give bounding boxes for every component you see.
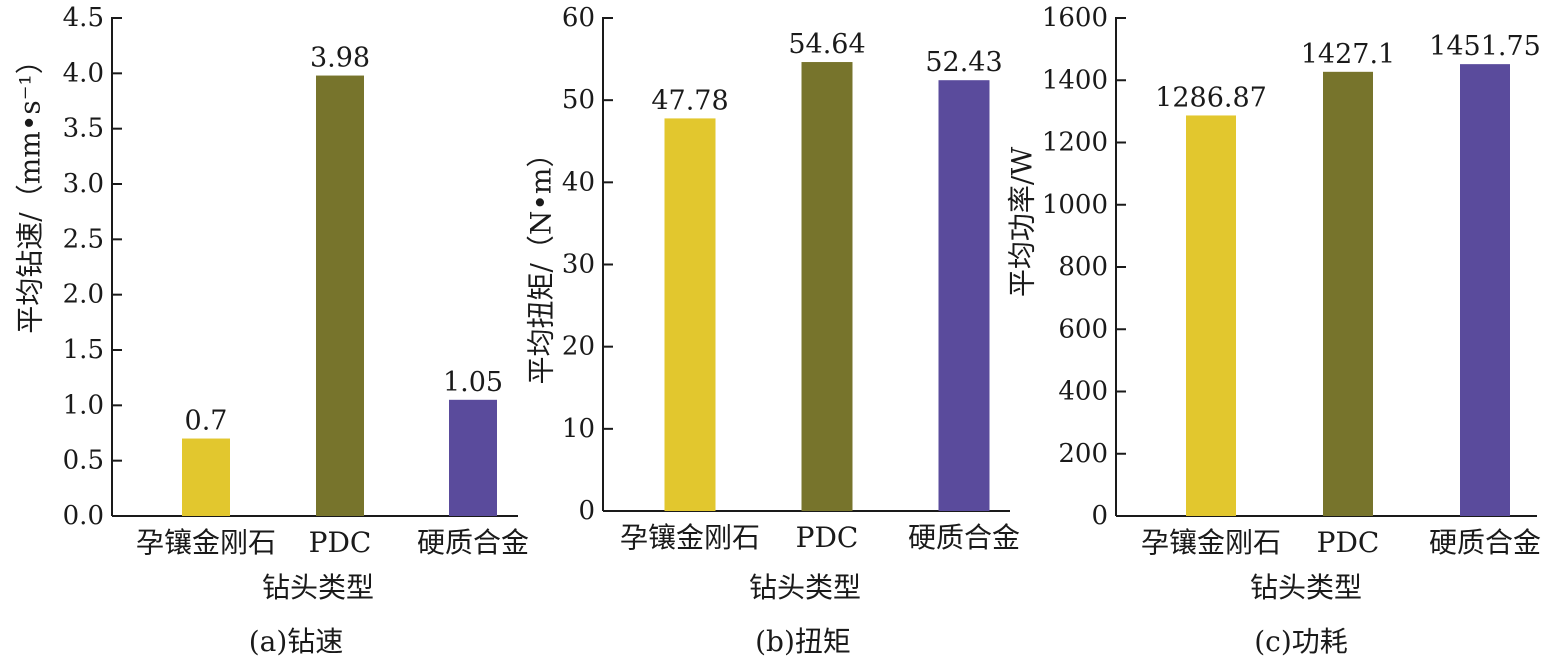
bar	[316, 75, 364, 517]
y-tick-label: 4.0	[63, 58, 104, 88]
y-tick-label: 3.5	[63, 114, 104, 144]
y-tick-label: 400	[1058, 377, 1108, 407]
x-category-label: 硬质合金	[908, 521, 1020, 554]
bar-value-label: 47.78	[651, 85, 728, 116]
bar	[1186, 115, 1236, 516]
bar-value-label: 1286.87	[1155, 82, 1267, 113]
x-category-label: 硬质合金	[1429, 526, 1541, 559]
bar-value-label: 54.64	[788, 29, 865, 60]
bar	[938, 80, 990, 511]
panel-torque: 0 10 20 30 40 50 60 47.78 孕镶金刚石 54.64 PDC 52.43 硬质合金…	[525, 3, 1021, 658]
panel-drilling-speed: 0.0 0.5 1.0 1.5 2.0 2.5 3.0 3.5 4.0 4.5 0.7 孕镶金刚石 3.…	[14, 3, 530, 658]
y-tick-label: 1400	[1042, 65, 1108, 95]
x-category-label: 孕镶金刚石	[136, 526, 276, 559]
bar	[801, 62, 853, 512]
y-tick-label: 1200	[1042, 128, 1108, 158]
panel-caption: (a)钻速	[249, 625, 344, 658]
x-category-label: PDC	[309, 526, 372, 559]
y-tick-label: 0.0	[63, 501, 104, 531]
y-tick-label: 1600	[1042, 3, 1108, 33]
x-axis-title: 钻头类型	[262, 571, 374, 604]
y-tick-label: 60	[562, 3, 595, 33]
x-category-label: 孕镶金刚石	[620, 521, 760, 554]
y-tick-label: 1.5	[63, 335, 104, 365]
y-tick-label: 200	[1058, 439, 1108, 469]
y-tick-label: 800	[1058, 252, 1108, 282]
y-tick-label: 20	[562, 332, 595, 362]
bar-value-label: 3.98	[310, 43, 370, 74]
y-axis-title: 平均功率/W	[1006, 147, 1039, 297]
panel-caption: (c)功耗	[1254, 625, 1348, 658]
y-tick-label: 40	[562, 167, 595, 197]
x-category-label: PDC	[796, 521, 859, 554]
x-category-label: PDC	[1317, 526, 1380, 559]
bar	[664, 118, 716, 512]
y-tick-label: 2.0	[63, 280, 104, 310]
y-tick-label: 30	[562, 250, 595, 280]
y-tick-label: 0.5	[63, 446, 104, 476]
x-axis-title: 钻头类型	[1250, 571, 1362, 604]
x-category-label: 孕镶金刚石	[1141, 526, 1281, 559]
y-tick-label: 0	[1091, 501, 1108, 531]
y-tick-label: 1000	[1042, 190, 1108, 220]
y-axis-title: 平均钻速/（mm•s⁻¹）	[14, 46, 47, 333]
bar-value-label: 52.43	[925, 47, 1002, 78]
y-tick-label: 4.5	[63, 3, 104, 33]
x-category-label: 硬质合金	[417, 526, 529, 559]
y-tick-label: 3.0	[63, 169, 104, 199]
y-tick-label: 0	[578, 496, 595, 526]
y-axis-title: 平均扭矩/（N•m）	[525, 139, 558, 384]
y-tick-label: 600	[1058, 314, 1108, 344]
y-tick-label: 2.5	[63, 224, 104, 254]
bar-value-label: 1451.75	[1429, 31, 1541, 62]
bar-value-label: 1.05	[443, 367, 503, 398]
panel-caption: (b)扭矩	[755, 625, 851, 658]
x-axis-title: 钻头类型	[749, 571, 861, 604]
bar-value-label: 1427.1	[1301, 39, 1395, 70]
y-tick-label: 50	[562, 85, 595, 115]
panel-power: 0 200 400 600 800 1000 1200 1400 1600 1286.87 孕镶金刚…	[1006, 3, 1542, 658]
bar	[449, 399, 497, 516]
y-tick-label: 1.0	[63, 390, 104, 420]
bar	[1460, 64, 1510, 516]
y-tick-label: 10	[562, 414, 595, 444]
bar	[182, 438, 230, 516]
bar	[1323, 71, 1373, 516]
bar-value-label: 0.7	[185, 406, 228, 437]
